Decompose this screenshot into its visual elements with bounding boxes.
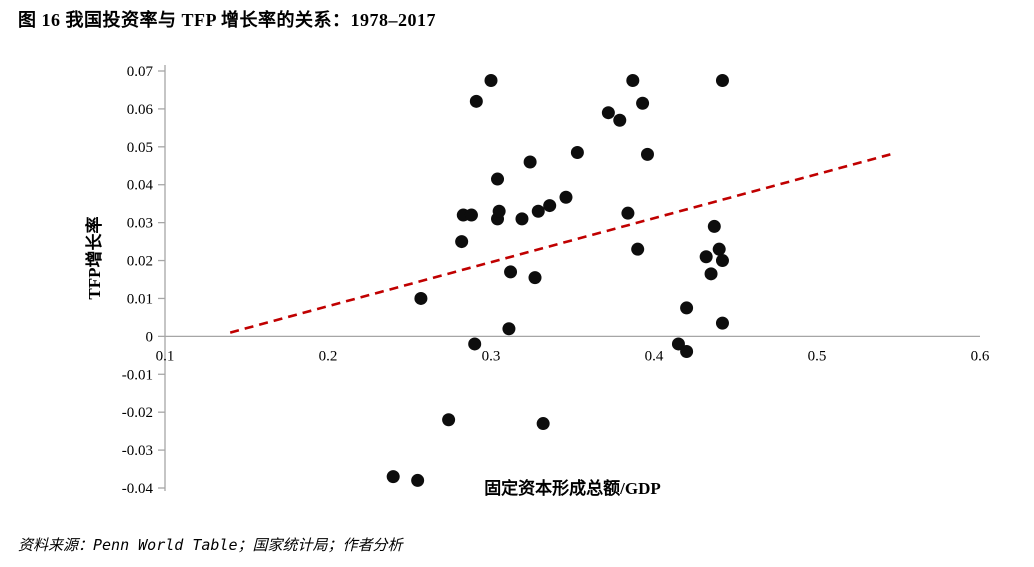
y-tick-label: 0 (146, 329, 154, 345)
data-point (484, 73, 498, 87)
data-point (386, 470, 400, 484)
data-point (536, 417, 550, 431)
data-point (543, 199, 557, 213)
data-point (699, 250, 713, 264)
data-point (715, 73, 729, 87)
data-point (531, 204, 545, 218)
data-point (504, 265, 518, 279)
data-point (636, 96, 650, 110)
x-tick-label: 0.6 (971, 348, 990, 364)
data-point (570, 146, 584, 160)
data-point (414, 291, 428, 305)
data-point (640, 147, 654, 161)
y-tick-label: -0.02 (122, 405, 153, 421)
data-point (715, 254, 729, 268)
x-tick-label: 0.2 (319, 348, 338, 364)
scatter-chart-svg: 0.07 0.06 0.05 0.04 0.03 0.02 0.01 0 -0.01 -0.02 -… (84, 64, 990, 498)
data-point (613, 113, 627, 127)
x-tick-label: 0.5 (808, 348, 827, 364)
data-point (712, 242, 726, 256)
data-point (492, 204, 506, 218)
data-point (621, 206, 635, 220)
y-axis-title: TFP增长率 (84, 216, 104, 299)
trend-line (229, 153, 891, 334)
x-tick-label: 0.3 (482, 348, 501, 364)
y-tick-label: 0.07 (127, 64, 154, 80)
y-tick-label: 0.01 (127, 291, 153, 307)
data-point (528, 271, 542, 285)
x-tick-label: 0.1 (156, 348, 175, 364)
figure-title: 图 16 我国投资率与 TFP 增长率的关系：1978–2017 (18, 10, 437, 30)
y-tick-label: 0.03 (127, 216, 153, 232)
data-point (707, 219, 721, 233)
data-point (671, 337, 685, 351)
x-tick-label: 0.4 (645, 348, 664, 364)
data-point (469, 94, 483, 108)
y-tick-label: -0.04 (122, 481, 154, 497)
y-tick-label: 0.06 (127, 102, 154, 118)
scatter-chart: 0.07 0.06 0.05 0.04 0.03 0.02 0.01 0 -0.01 -0.02 -… (0, 48, 1034, 513)
y-tick-label: -0.01 (122, 367, 153, 383)
data-point (559, 190, 573, 204)
y-tick-label: -0.03 (122, 443, 153, 459)
data-point (502, 322, 516, 336)
data-point (468, 337, 482, 351)
data-point (704, 267, 718, 281)
data-point (680, 345, 694, 359)
data-point (680, 301, 694, 315)
data-point (523, 155, 537, 169)
source-note: 资料来源：Penn World Table；国家统计局；作者分析 (18, 536, 403, 554)
x-axis-title: 固定资本形成总额/GDP (484, 478, 661, 498)
data-point (411, 473, 425, 487)
data-point (631, 242, 645, 256)
y-tick-label: 0.02 (127, 254, 153, 270)
data-point (515, 212, 529, 226)
data-point (601, 106, 615, 120)
data-point (491, 172, 505, 186)
data-point (626, 73, 640, 87)
data-point (442, 413, 456, 427)
y-tick-label: 0.04 (127, 178, 154, 194)
data-point (455, 235, 469, 249)
data-point (464, 208, 478, 222)
y-tick-label: 0.05 (127, 140, 153, 156)
data-point (715, 316, 729, 330)
